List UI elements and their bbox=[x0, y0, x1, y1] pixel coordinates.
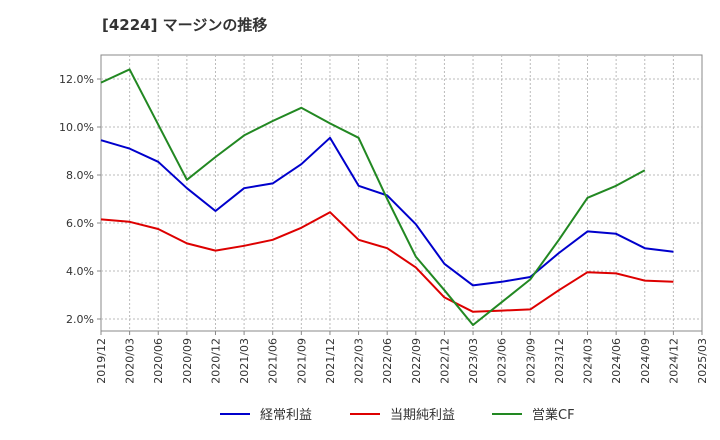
x-tick-label: 2023/03 bbox=[467, 338, 480, 384]
x-tick-label: 2022/03 bbox=[353, 338, 366, 384]
gridlines bbox=[101, 55, 702, 331]
chart-title: [4224] マージンの推移 bbox=[102, 16, 268, 34]
x-tick-label: 2020/09 bbox=[181, 338, 194, 384]
y-axis: 2.0% 4.0% 6.0% 8.0% 10.0% 12.0% bbox=[59, 73, 101, 326]
x-tick-label: 2020/12 bbox=[209, 338, 222, 384]
x-tick-label: 2019/12 bbox=[95, 338, 108, 384]
x-tick-label: 2024/03 bbox=[582, 338, 595, 384]
x-tick-label: 2020/03 bbox=[124, 338, 137, 384]
series-lines bbox=[100, 68, 674, 326]
x-tick-label: 2022/06 bbox=[381, 338, 394, 384]
x-tick-label: 2023/09 bbox=[524, 338, 537, 384]
x-tick-label: 2025/03 bbox=[696, 338, 709, 384]
x-tick-label: 2021/12 bbox=[324, 338, 337, 384]
x-tick-label: 2024/12 bbox=[667, 338, 680, 384]
y-tick-label: 4.0% bbox=[66, 265, 94, 278]
y-tick-label: 2.0% bbox=[66, 313, 94, 326]
x-tick-label: 2023/06 bbox=[496, 338, 509, 384]
y-tick-label: 8.0% bbox=[66, 169, 94, 182]
x-tick-label: 2023/12 bbox=[553, 338, 566, 384]
y-tick-label: 12.0% bbox=[59, 73, 94, 86]
y-tick-label: 10.0% bbox=[59, 121, 94, 134]
x-tick-label: 2020/06 bbox=[152, 338, 165, 384]
series-line bbox=[100, 136, 674, 287]
x-tick-label: 2021/09 bbox=[295, 338, 308, 384]
x-axis: 2019/12 2020/03 2020/06 2020/09 2020/12 2021/… bbox=[95, 331, 709, 384]
series-line bbox=[100, 211, 674, 313]
plot-area bbox=[100, 54, 703, 332]
y-tick-label: 6.0% bbox=[66, 217, 94, 230]
x-tick-label: 2021/03 bbox=[238, 338, 251, 384]
x-tick-label: 2021/06 bbox=[267, 338, 280, 384]
x-tick-label: 2022/12 bbox=[438, 338, 451, 384]
x-tick-label: 2024/09 bbox=[639, 338, 652, 384]
legend-label: 当期純利益 bbox=[390, 408, 455, 423]
legend-label: 経常利益 bbox=[260, 408, 312, 423]
legend: 経常利益 当期純利益 営業CF bbox=[220, 407, 575, 423]
x-tick-label: 2024/06 bbox=[610, 338, 623, 384]
series-line bbox=[100, 68, 646, 326]
x-tick-label: 2022/09 bbox=[410, 338, 423, 384]
legend-label: 営業CF bbox=[532, 407, 575, 423]
